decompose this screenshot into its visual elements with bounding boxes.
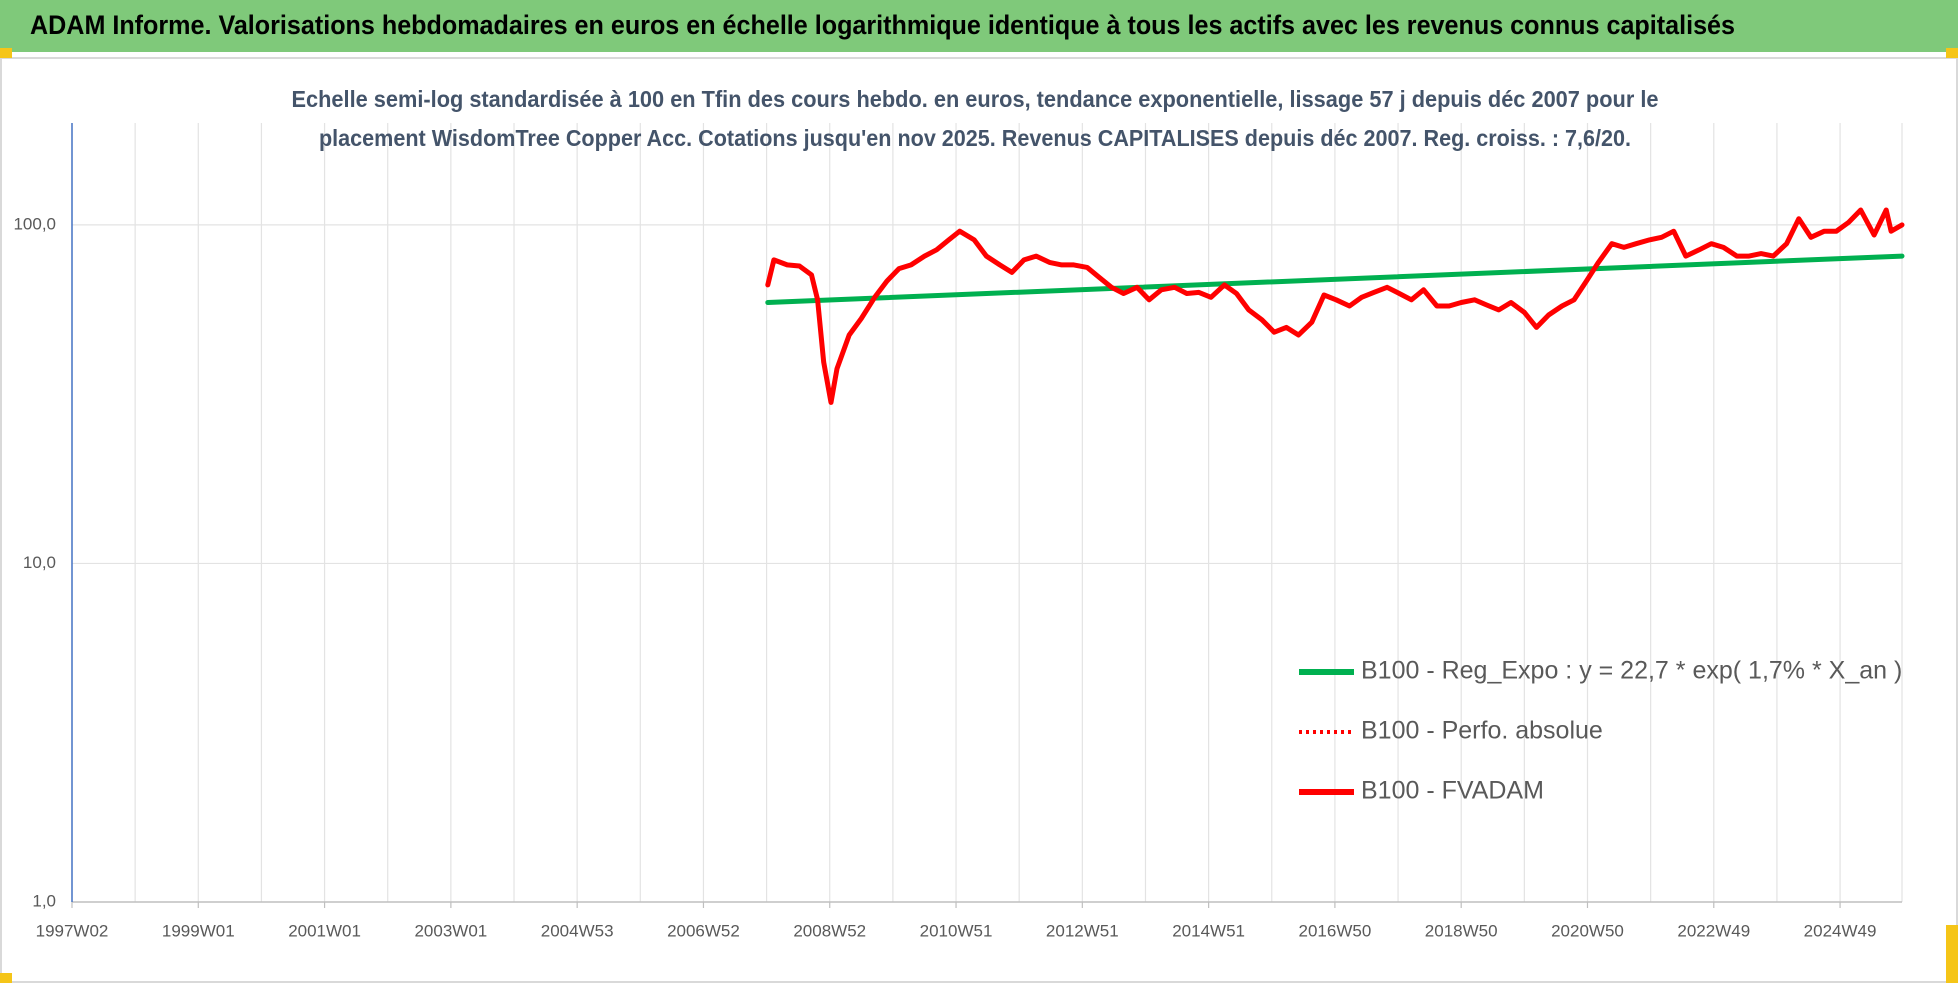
x-tick-label: 1999W01 [162,921,235,940]
legend-label: B100 - Perfo. absolue [1361,717,1603,745]
header-bar [0,0,1958,52]
corner-handle [1946,925,1958,983]
x-tick-label: 2020W50 [1551,921,1624,940]
y-tick-label: 10,0 [23,553,56,572]
y-tick-label: 1,0 [32,891,56,910]
y-tick-label: 100,0 [13,214,56,233]
chart-subtitle: Echelle semi-log standardisée à 100 en T… [292,86,1659,112]
corner-handle [1946,48,1958,58]
x-tick-label: 2012W51 [1046,921,1119,940]
corner-handle [0,48,12,58]
x-tick-label: 2024W49 [1804,921,1877,940]
series-line [765,207,1905,405]
corner-handle [0,973,12,983]
x-tick-label: 2003W01 [414,921,487,940]
x-tick-label: 1997W02 [36,921,109,940]
legend-label: B100 - Reg_Expo : y = 22,7 * exp( 1,7% *… [1361,657,1902,685]
x-tick-label: 2016W50 [1299,921,1372,940]
chart-frame [0,57,1958,983]
x-tick-label: 2001W01 [288,921,361,940]
plot-area: 1,0 10,0 100,0 1997W02 1999W01 2001W01 2003W01… [13,123,1905,940]
x-tick-label: 2014W51 [1172,921,1245,940]
x-tick-label: 2004W53 [541,921,614,940]
chart-subtitle: placement WisdomTree Copper Acc. Cotatio… [319,125,1631,151]
series-line [765,253,1905,305]
chart-title: ADAM Informe. Valorisations hebdomadaire… [30,10,1735,40]
x-tick-label: 2010W51 [920,921,993,940]
x-tick-label: 2008W52 [793,921,866,940]
x-tick-label: 2022W49 [1677,921,1750,940]
x-tick-label: 2018W50 [1425,921,1498,940]
legend-label: B100 - FVADAM [1361,777,1544,805]
x-tick-label: 2006W52 [667,921,740,940]
